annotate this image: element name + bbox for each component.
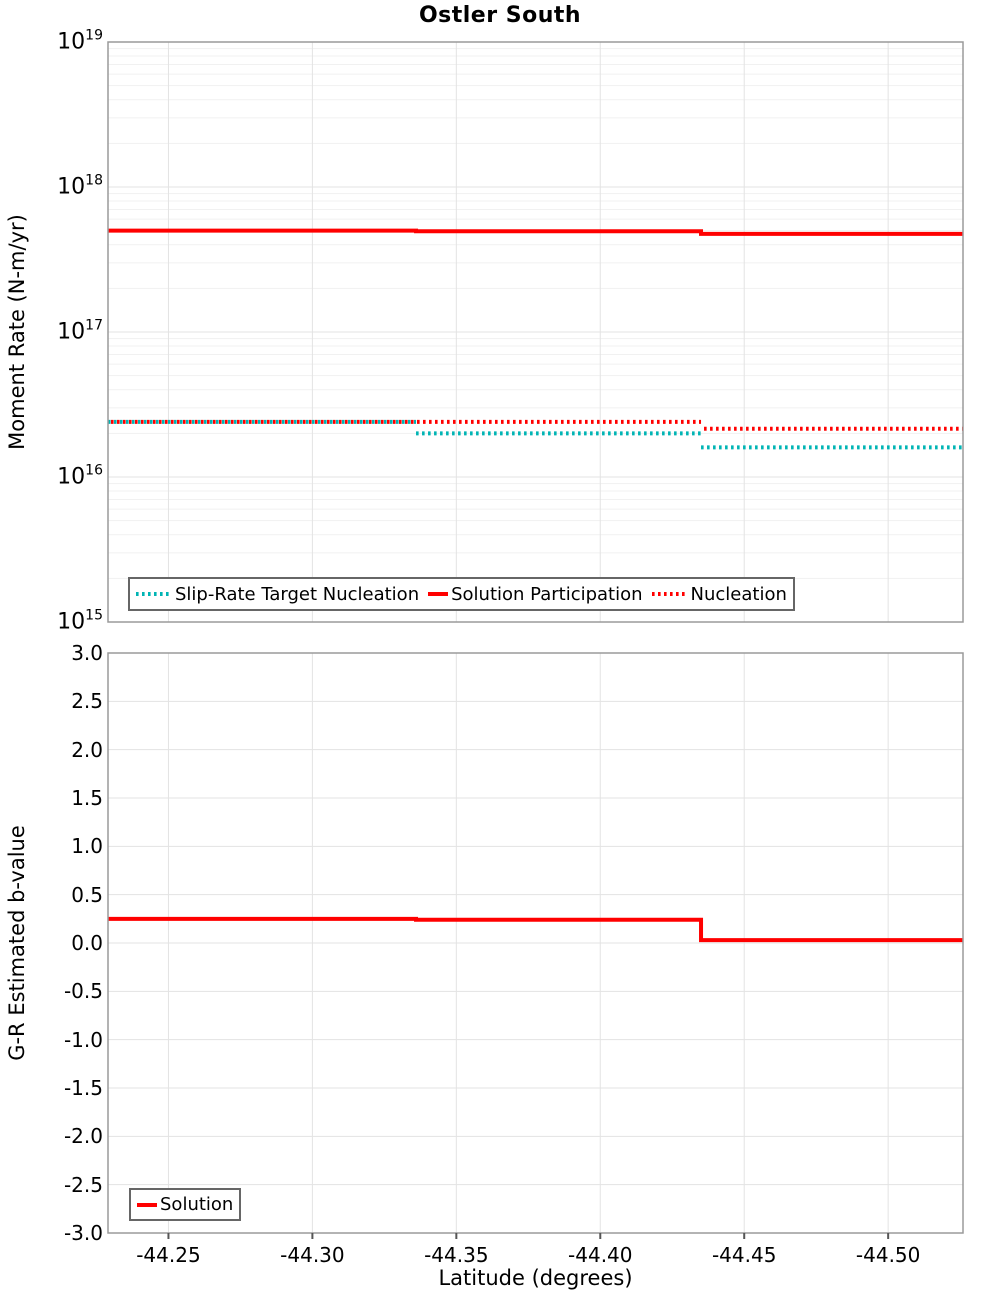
y-tick-label: -2.0 — [63, 1124, 103, 1149]
y-tick-label: -0.5 — [63, 979, 103, 1004]
legend-label: Slip-Rate Target Nucleation — [175, 583, 420, 605]
legend-label: Solution — [160, 1194, 234, 1215]
series-line-slip-rate-target-nucleation — [108, 419, 963, 450]
y-tick-label: 0.5 — [71, 882, 103, 907]
panel-border — [107, 41, 964, 623]
chart-title: Ostler South — [418, 3, 582, 28]
y-tick-label: -1.0 — [63, 1027, 103, 1052]
top-y-axis-label: Moment Rate (N-m/yr) — [5, 214, 29, 450]
y-tick-label: 3.0 — [71, 641, 103, 665]
legend-swatch-dotted — [136, 592, 172, 596]
x-tick-label: -44.45 — [711, 1243, 777, 1267]
x-tick-label: -44.25 — [136, 1243, 201, 1267]
series-line-solution — [108, 916, 963, 943]
x-tick-label: -44.30 — [280, 1243, 345, 1267]
series-line-solution-participation — [108, 228, 963, 236]
x-axis-label: Latitude (degrees) — [438, 1266, 633, 1290]
legend-swatch-dotted — [651, 592, 688, 596]
bottom-legend: Solution — [129, 1188, 242, 1221]
y-tick-label: 2.5 — [71, 689, 103, 714]
panel-border — [107, 652, 964, 1234]
y-tick-label: 1018 — [57, 172, 103, 200]
x-tick-label: -44.35 — [424, 1243, 489, 1267]
y-tick-label: -2.5 — [63, 1172, 103, 1197]
top-legend: Slip-Rate Target Nucleation Solution Part… — [128, 577, 795, 611]
y-tick-label: -3.0 — [63, 1221, 103, 1245]
series-line-nucleation — [108, 419, 963, 431]
y-tick-label: 1017 — [57, 317, 103, 345]
y-tick-label: 1016 — [57, 462, 103, 490]
y-tick-label: 1.0 — [71, 834, 103, 859]
y-tick-label: 1015 — [57, 607, 103, 635]
legend-swatch-solid — [137, 1202, 157, 1207]
y-tick-label: 0.0 — [71, 931, 103, 955]
legend-item: Nucleation — [651, 583, 787, 605]
legend-item: Solution — [137, 1194, 233, 1215]
y-tick-label: 2.0 — [71, 737, 103, 762]
y-tick-label: 1019 — [57, 27, 103, 55]
legend-item: Slip-Rate Target Nucleation — [136, 584, 419, 605]
legend-swatch-solid — [428, 592, 449, 596]
x-tick-label: -44.40 — [568, 1243, 633, 1267]
legend-item: Solution Participation — [428, 583, 643, 605]
legend-label: Nucleation — [690, 583, 787, 605]
x-tick-label: -44.50 — [855, 1243, 921, 1267]
bottom-y-axis-label: G-R Estimated b-value — [5, 825, 29, 1061]
legend-label: Solution Participation — [451, 583, 643, 605]
y-tick-label: 1.5 — [71, 786, 103, 810]
y-tick-label: -1.5 — [63, 1076, 103, 1100]
